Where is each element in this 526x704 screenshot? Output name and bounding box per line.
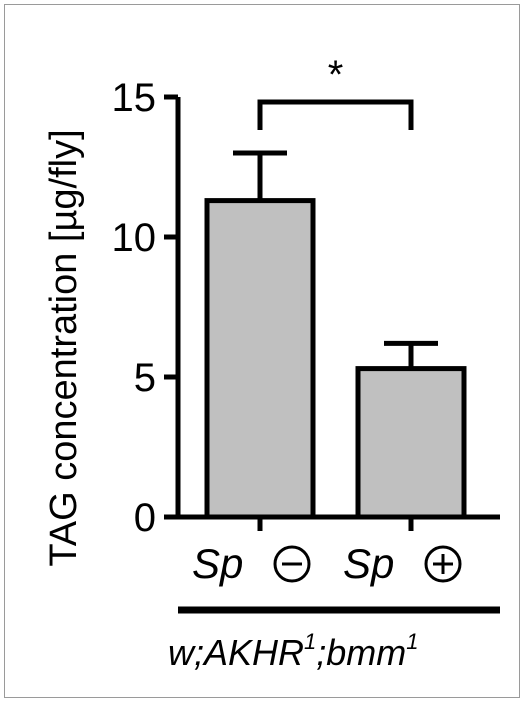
x-tick-label: Sp [192, 540, 243, 587]
genotype-sup2: 1 [406, 629, 418, 654]
y-tick-label: 5 [134, 356, 156, 400]
y-ticks: 0 5 10 15 [112, 76, 178, 540]
y-tick-label: 0 [134, 496, 156, 540]
error-bars [233, 150, 438, 369]
significance-label: * [328, 53, 344, 97]
bar [204, 198, 316, 520]
bars [204, 198, 467, 520]
y-tick-label: 10 [112, 216, 157, 260]
genotype-label: w;AKHR1;bmm1 [168, 629, 419, 673]
significance-bracket [257, 99, 414, 130]
genotype-base: w;AKHR [168, 632, 304, 673]
y-axis-label: TAG concentration [µg/fly] [43, 129, 85, 566]
x-tick-label: Sp [343, 540, 394, 587]
genotype-mid: ;bmm [316, 632, 406, 673]
minus-circle-icon [273, 545, 311, 583]
bar [355, 366, 467, 520]
x-tick-labels: Sp Sp [192, 517, 462, 587]
plus-circle-icon [424, 545, 462, 583]
genotype-sup1: 1 [304, 629, 316, 654]
y-tick-label: 15 [112, 76, 157, 120]
